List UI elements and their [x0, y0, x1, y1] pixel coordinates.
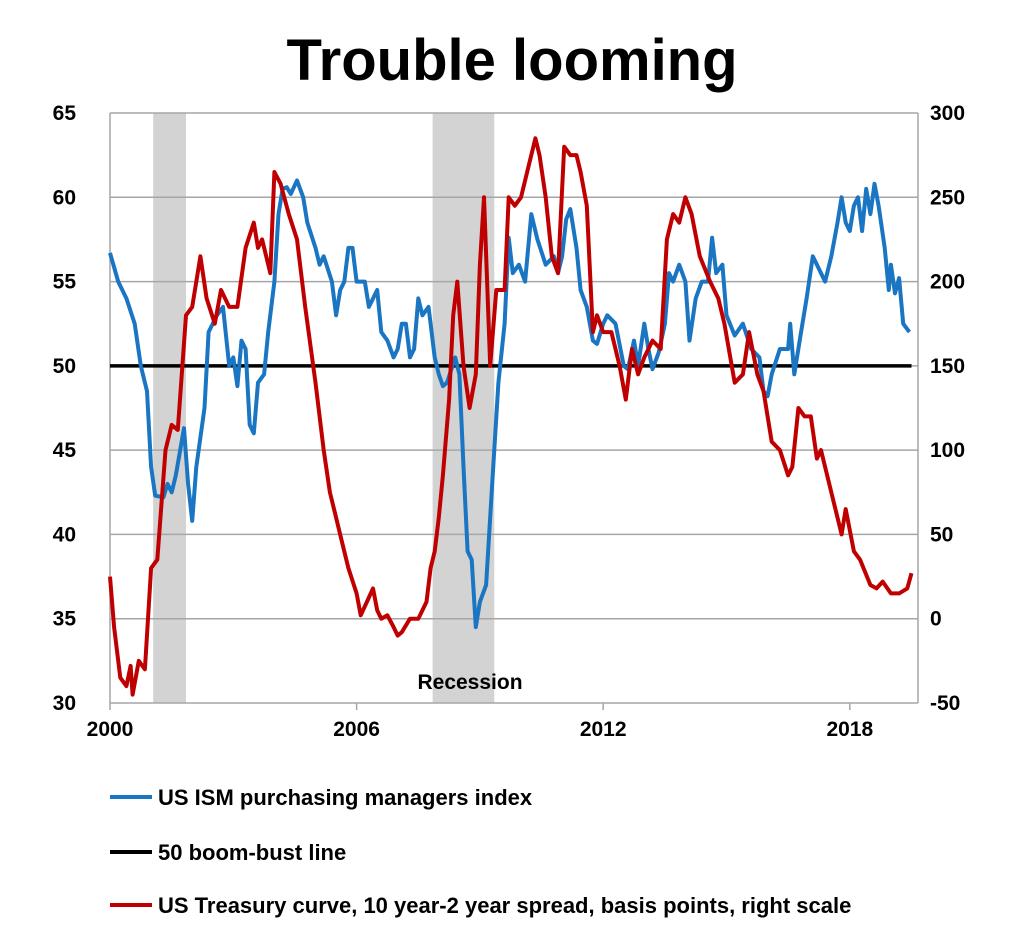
y-right-tick-label: 0	[930, 608, 942, 631]
y-left-tick-label: 55	[53, 271, 77, 294]
chart-title: Trouble looming	[286, 28, 737, 93]
y-left-tick-label: 65	[53, 102, 77, 125]
y-right-tick-label: 300	[930, 102, 965, 125]
y-right-tick-label: -50	[930, 692, 960, 715]
legend-label: US Treasury curve, 10 year-2 year spread…	[158, 893, 851, 918]
y-left-tick-label: 35	[53, 608, 77, 631]
x-tick-label: 2018	[826, 718, 873, 741]
x-tick-label: 2012	[580, 718, 627, 741]
y-right-tick-label: 200	[930, 271, 965, 294]
y-left-tick-label: 30	[53, 692, 76, 715]
legend-label: US ISM purchasing managers index	[158, 785, 533, 810]
y-right-tick-label: 150	[930, 355, 965, 378]
y-right-tick-label: 250	[930, 186, 965, 209]
series-line-ism	[108, 178, 912, 630]
series-line-spread	[108, 136, 914, 697]
y-left-tick-label: 60	[53, 186, 76, 209]
legend: US ISM purchasing managers index 50 boom-…	[110, 785, 851, 918]
y-right-tick-label: 50	[930, 523, 953, 546]
x-tick-label: 2000	[87, 718, 134, 741]
axes: 30 35 40 45 50 55 60 65 -50 0 50 100 150 200 250 300 200…	[53, 102, 965, 741]
y-left-tick-label: 50	[53, 355, 76, 378]
series-lines	[108, 136, 914, 697]
recession-label: Recession	[417, 671, 522, 694]
y-left-tick-label: 45	[53, 439, 77, 462]
y-right-tick-label: 100	[930, 439, 965, 462]
legend-label: 50 boom-bust line	[158, 840, 346, 865]
x-tick-label: 2006	[333, 718, 380, 741]
y-left-tick-label: 40	[53, 523, 76, 546]
